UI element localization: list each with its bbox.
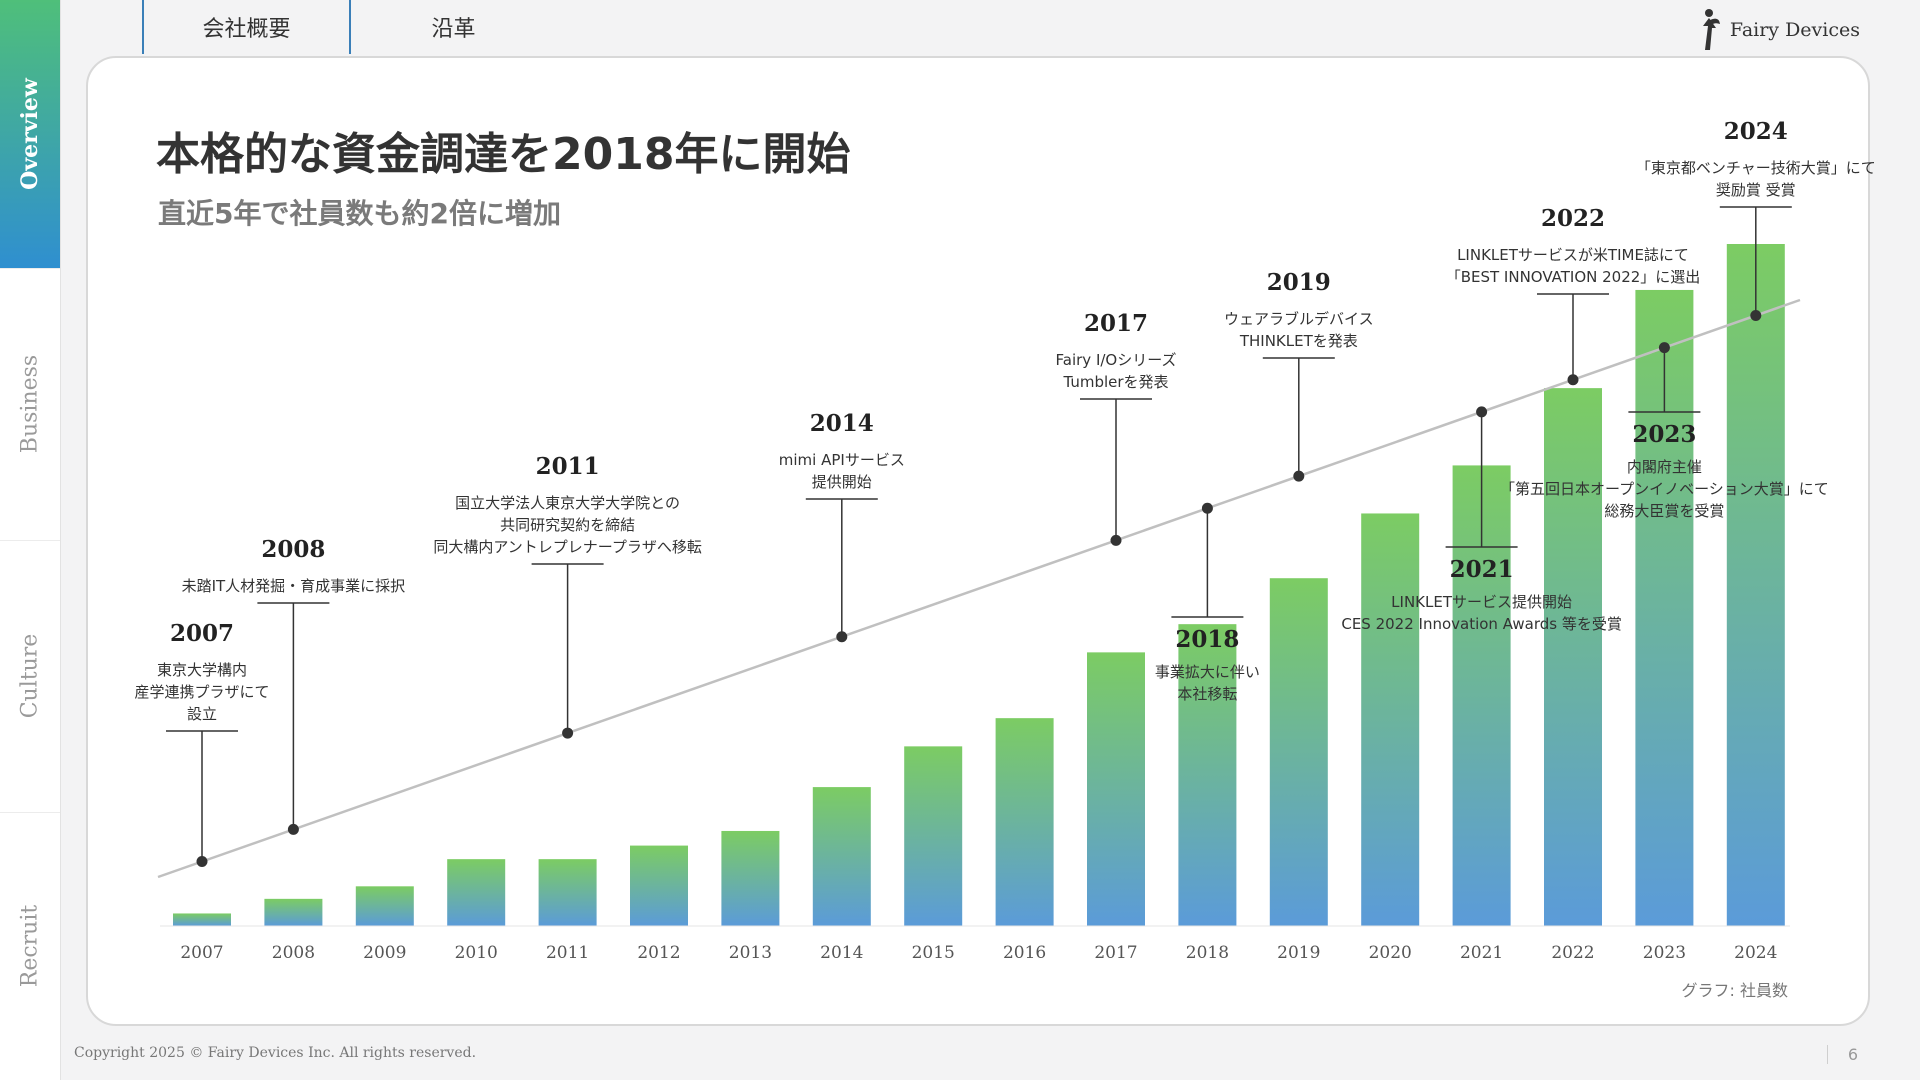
side-navigation: Overview Business Culture Recruit xyxy=(0,0,61,1080)
bar-2013 xyxy=(721,830,780,926)
x-tick-label: 2007 xyxy=(180,943,223,963)
tab-label: 沿革 xyxy=(431,17,476,42)
x-tick-label: 2024 xyxy=(1734,943,1777,963)
slide-title: 本格的な資金調達を2018年に開始 xyxy=(156,129,851,180)
x-tick-label: 2021 xyxy=(1460,943,1503,963)
milestone-text: 同大構内アントレプレナープラザへ移転 xyxy=(433,538,702,556)
milestone-year-2008: 2008 xyxy=(261,536,325,563)
bar-2010 xyxy=(447,859,506,926)
milestone-marker-2023 xyxy=(1658,342,1670,354)
fairy-icon xyxy=(1702,9,1720,50)
milestone-text: 総務大臣賞を受賞 xyxy=(1604,502,1724,520)
bar-2017 xyxy=(1087,652,1145,926)
milestone-text: LINKLETサービスが米TIME誌にて xyxy=(1457,246,1689,264)
milestone-text: 事業拡大に伴い xyxy=(1155,663,1260,681)
milestone-text: 奨励賞 受賞 xyxy=(1716,181,1796,199)
milestone-text: 国立大学法人東京大学大学院との xyxy=(455,494,680,512)
milestone-year-2024: 2024 xyxy=(1724,118,1788,145)
x-tick-label: 2019 xyxy=(1277,943,1320,963)
milestone-text: 共同研究契約を締結 xyxy=(500,516,635,534)
bar-2019 xyxy=(1269,578,1328,926)
milestone-text: Fairy I/Oシリーズ xyxy=(1056,351,1177,369)
x-tick-label: 2009 xyxy=(363,943,406,963)
milestone-text: Tumblerを発表 xyxy=(1062,373,1168,391)
milestone-marker-2021 xyxy=(1476,406,1488,418)
milestone-year-2014: 2014 xyxy=(810,410,874,437)
chart-caption: グラフ: 社員数 xyxy=(1682,981,1788,1000)
x-tick-label: 2023 xyxy=(1643,943,1686,963)
milestone-text: 本社移転 xyxy=(1177,685,1237,703)
logo-text: Fairy Devices xyxy=(1729,19,1860,41)
milestone-text: 提供開始 xyxy=(812,473,872,491)
milestone-text: 産学連携プラザにて xyxy=(134,683,269,701)
x-tick-label: 2017 xyxy=(1094,943,1137,963)
milestone-marker-2022 xyxy=(1567,374,1579,386)
milestone-year-2018: 2018 xyxy=(1175,626,1239,653)
bar-2014 xyxy=(812,787,871,926)
milestone-marker-2019 xyxy=(1293,470,1305,482)
milestone-text: mimi APIサービス xyxy=(779,451,905,469)
milestone-text: CES 2022 Innovation Awards 等を受賞 xyxy=(1341,615,1622,633)
milestone-text: 「BEST INNOVATION 2022」に選出 xyxy=(1446,268,1701,286)
bar-2024 xyxy=(1726,244,1785,926)
bar-2020 xyxy=(1361,513,1420,926)
x-tick-label: 2014 xyxy=(820,943,863,963)
milestone-year-2019: 2019 xyxy=(1267,269,1331,296)
x-tick-label: 2016 xyxy=(1003,943,1046,963)
bar-2016 xyxy=(995,718,1054,926)
slide-subtitle: 直近5年で社員数も約2倍に増加 xyxy=(158,197,561,230)
bar-2022 xyxy=(1544,388,1602,926)
sidenav-item-culture[interactable]: Culture xyxy=(0,540,60,813)
milestone-marker-2017 xyxy=(1110,534,1122,546)
copyright-text: Copyright 2025 © Fairy Devices Inc. All … xyxy=(74,1045,477,1061)
x-tick-label: 2020 xyxy=(1369,943,1412,963)
milestone-text: 未踏IT人材発掘・育成事業に採択 xyxy=(182,577,406,595)
milestone-year-2017: 2017 xyxy=(1084,310,1148,337)
tab-history[interactable]: 沿革 xyxy=(351,0,556,54)
x-tick-label: 2008 xyxy=(272,943,315,963)
x-tick-label: 2011 xyxy=(546,943,589,963)
bar-2008 xyxy=(264,898,323,926)
company-logo[interactable]: Fairy Devices xyxy=(1696,8,1860,52)
x-tick-label: 2010 xyxy=(455,943,498,963)
milestone-text: THINKLETを発表 xyxy=(1239,332,1358,350)
milestone-text: ウェアラブルデバイス xyxy=(1224,310,1374,328)
x-tick-label: 2022 xyxy=(1551,943,1594,963)
milestone-text: 東京大学構内 xyxy=(157,661,247,679)
milestone-text: 「東京都ベンチャー技術大賞」にて xyxy=(1636,159,1876,177)
milestone-year-2022: 2022 xyxy=(1541,205,1605,232)
milestone-marker-2024 xyxy=(1750,310,1762,322)
milestone-marker-2008 xyxy=(287,823,299,835)
bar-2011 xyxy=(538,859,597,926)
x-tick-label: 2012 xyxy=(637,943,680,963)
milestone-marker-2007 xyxy=(196,856,208,868)
milestone-year-2023: 2023 xyxy=(1632,421,1696,448)
page-number: 6 xyxy=(1826,1045,1858,1064)
milestone-text: LINKLETサービス提供開始 xyxy=(1391,593,1572,611)
milestone-year-2007: 2007 xyxy=(170,620,234,647)
sidenav-item-overview[interactable]: Overview xyxy=(0,0,60,269)
milestone-text: 内閣府主催 xyxy=(1627,458,1702,476)
top-tabs: 会社概要 沿革 xyxy=(142,0,556,54)
bar-2012 xyxy=(630,845,688,926)
bar-2009 xyxy=(355,886,414,926)
milestone-year-2021: 2021 xyxy=(1450,556,1514,583)
tab-label: 会社概要 xyxy=(202,17,291,42)
milestone-marker-2018 xyxy=(1201,502,1213,514)
milestone-text: 設立 xyxy=(187,705,217,723)
x-tick-label: 2015 xyxy=(912,943,955,963)
milestone-year-2011: 2011 xyxy=(536,453,600,480)
bar-2007 xyxy=(173,913,231,926)
bar-2015 xyxy=(904,746,963,926)
sidenav-item-business[interactable]: Business xyxy=(0,268,60,541)
trend-line xyxy=(157,298,1801,879)
milestone-text: 「第五回日本オープンイノベーション大賞」にて xyxy=(1500,480,1829,498)
bar-2018 xyxy=(1178,624,1237,926)
x-tick-label: 2013 xyxy=(729,943,772,963)
milestone-marker-2014 xyxy=(836,631,848,643)
x-tick-label: 2018 xyxy=(1186,943,1229,963)
milestone-marker-2011 xyxy=(562,727,574,739)
tab-company-overview[interactable]: 会社概要 xyxy=(142,0,351,54)
